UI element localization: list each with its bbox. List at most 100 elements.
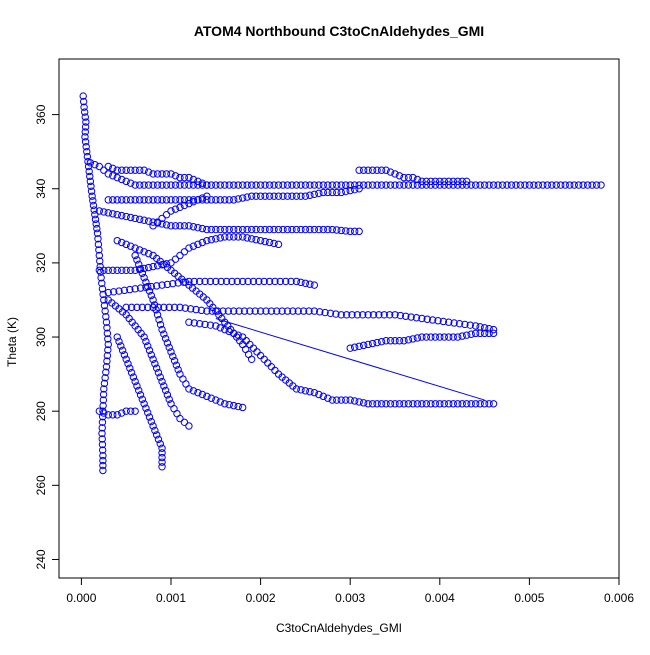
data-point bbox=[104, 196, 112, 204]
data-point bbox=[158, 458, 166, 466]
data-point bbox=[418, 400, 426, 408]
data-point bbox=[377, 400, 386, 408]
data-point bbox=[462, 331, 471, 339]
data-point bbox=[306, 280, 314, 288]
data-point bbox=[135, 215, 144, 224]
data-point bbox=[310, 190, 319, 199]
data-point bbox=[283, 307, 292, 315]
data-point bbox=[445, 318, 453, 326]
data-point bbox=[219, 307, 227, 315]
data-point bbox=[171, 172, 180, 180]
data-point bbox=[160, 382, 168, 390]
data-point bbox=[440, 181, 448, 189]
data-point bbox=[95, 162, 104, 171]
data-point bbox=[144, 303, 152, 312]
data-point bbox=[225, 233, 233, 241]
data-point bbox=[94, 240, 103, 249]
data-point bbox=[158, 196, 166, 204]
data-point bbox=[355, 398, 363, 406]
x-tick-label: 0.003 bbox=[335, 591, 365, 605]
data-point bbox=[167, 348, 175, 356]
data-point bbox=[144, 282, 152, 291]
data-point bbox=[395, 337, 404, 345]
data-point bbox=[158, 463, 166, 471]
data-point bbox=[81, 123, 90, 131]
data-point bbox=[503, 181, 511, 189]
data-point bbox=[342, 227, 350, 235]
data-point bbox=[140, 196, 148, 204]
data-point bbox=[324, 181, 332, 189]
data-point bbox=[301, 225, 310, 234]
data-point bbox=[337, 311, 345, 319]
data-point bbox=[93, 229, 102, 237]
data-point bbox=[144, 181, 153, 189]
data-point bbox=[203, 236, 211, 245]
data-point bbox=[221, 225, 229, 234]
data-point bbox=[131, 244, 139, 252]
data-point bbox=[140, 216, 148, 224]
data-point bbox=[230, 225, 238, 234]
data-point bbox=[135, 260, 143, 269]
data-point bbox=[189, 387, 198, 395]
data-point bbox=[396, 311, 405, 320]
data-point bbox=[342, 396, 350, 404]
data-point bbox=[118, 409, 126, 417]
x-tick-label: 0.000 bbox=[66, 591, 96, 605]
data-point bbox=[212, 225, 220, 234]
data-point bbox=[167, 181, 175, 189]
data-point bbox=[118, 175, 126, 184]
data-point bbox=[337, 396, 345, 404]
data-point bbox=[163, 391, 172, 399]
data-point bbox=[185, 196, 193, 204]
data-point bbox=[127, 303, 136, 312]
data-point bbox=[96, 257, 104, 265]
y-tick-label: 300 bbox=[34, 327, 48, 347]
data-point bbox=[530, 181, 538, 189]
data-point bbox=[278, 307, 286, 315]
data-point bbox=[126, 166, 135, 174]
data-point bbox=[126, 242, 135, 250]
data-point bbox=[156, 373, 164, 381]
data-point bbox=[99, 461, 107, 470]
data-point bbox=[216, 398, 224, 406]
data-point bbox=[274, 240, 283, 249]
data-point bbox=[270, 181, 278, 189]
data-point bbox=[185, 318, 193, 326]
data-point bbox=[297, 225, 305, 234]
data-point bbox=[461, 320, 469, 329]
data-point bbox=[458, 400, 466, 408]
data-point bbox=[346, 396, 354, 404]
x-tick-label: 0.004 bbox=[425, 591, 455, 605]
data-point bbox=[262, 307, 270, 315]
data-point bbox=[82, 118, 90, 126]
data-point bbox=[525, 181, 534, 189]
data-point bbox=[149, 181, 157, 189]
data-point bbox=[256, 236, 265, 245]
data-point bbox=[88, 192, 96, 200]
data-point bbox=[138, 395, 147, 404]
data-point bbox=[288, 225, 296, 234]
data-point bbox=[449, 333, 457, 341]
data-point bbox=[310, 388, 319, 397]
data-point bbox=[104, 162, 112, 171]
data-point bbox=[216, 324, 224, 332]
data-point bbox=[221, 181, 229, 189]
data-point bbox=[151, 426, 159, 435]
data-point bbox=[375, 311, 383, 319]
data-point bbox=[109, 164, 117, 173]
data-point bbox=[373, 400, 381, 408]
data-point bbox=[279, 181, 287, 189]
data-point bbox=[171, 196, 180, 204]
data-point bbox=[158, 453, 166, 462]
data-point bbox=[171, 255, 180, 263]
data-point bbox=[377, 181, 386, 189]
data-point bbox=[281, 277, 290, 286]
data-point bbox=[512, 181, 520, 189]
data-point bbox=[377, 166, 386, 174]
data-point bbox=[445, 400, 453, 408]
data-point bbox=[80, 103, 88, 111]
data-point bbox=[445, 177, 453, 186]
data-point bbox=[109, 196, 117, 204]
data-point bbox=[292, 192, 301, 200]
data-point bbox=[427, 400, 435, 408]
